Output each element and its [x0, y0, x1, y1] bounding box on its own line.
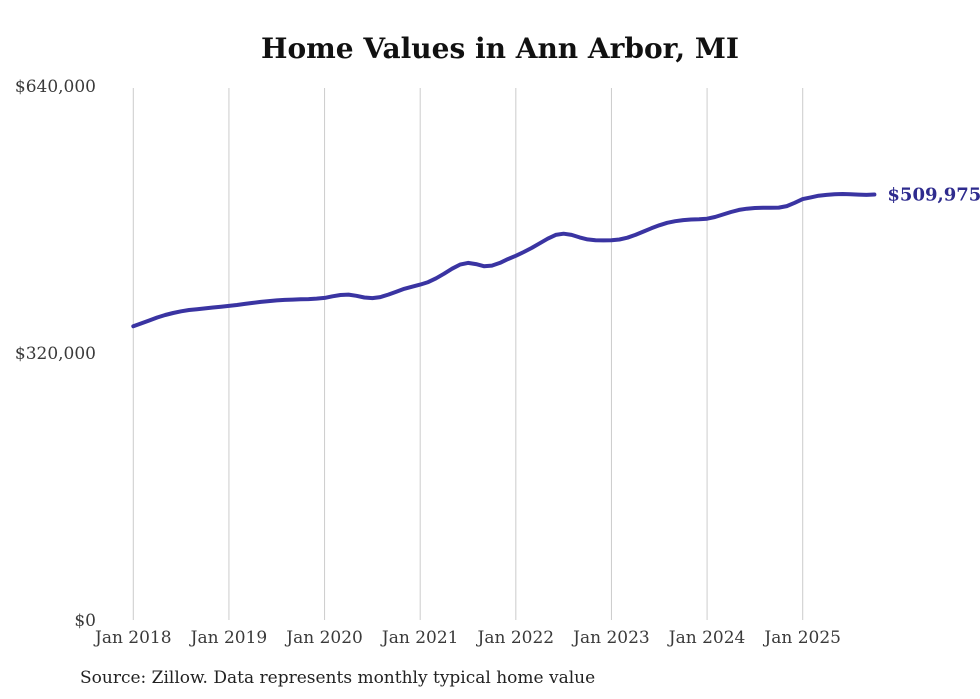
y-tick-label: $0: [74, 611, 96, 631]
x-tick-label: Jan 2024: [667, 628, 746, 648]
gridlines: [132, 88, 804, 620]
x-tick-label: Jan 2018: [93, 628, 172, 648]
y-axis-labels: $0 $320,000 $640,000: [15, 77, 96, 631]
x-axis-labels: Jan 2018 Jan 2019 Jan 2020 Jan 2021 Jan 2022…: [93, 628, 841, 648]
home-value-line: [131, 192, 877, 329]
x-tick-label: Jan 2019: [189, 628, 268, 648]
end-value-label: $509,975: [887, 185, 980, 206]
x-tick-label: Jan 2022: [476, 628, 555, 648]
x-tick-label: Jan 2025: [762, 628, 841, 648]
y-tick-label: $640,000: [15, 77, 96, 97]
x-tick-label: Jan 2023: [571, 628, 650, 648]
x-tick-label: Jan 2020: [284, 628, 363, 648]
chart-title: Home Values in Ann Arbor, MI: [261, 32, 739, 65]
y-tick-label: $320,000: [15, 344, 96, 364]
source-note: Source: Zillow. Data represents monthly …: [80, 668, 595, 688]
x-tick-label: Jan 2021: [380, 628, 459, 648]
